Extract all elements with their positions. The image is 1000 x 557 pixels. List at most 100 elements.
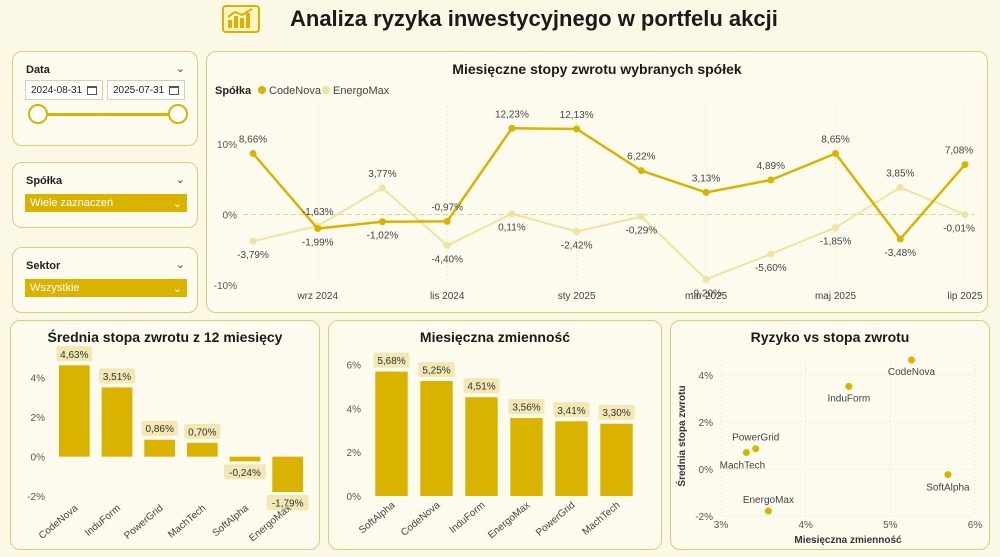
bar-value-label-bg xyxy=(598,404,635,420)
x-tick-label: MachTech xyxy=(580,500,622,538)
sector-slicer-title: Sektor xyxy=(26,260,61,272)
scatter-point-softalpha xyxy=(944,471,952,479)
calendar-icon[interactable] xyxy=(87,85,97,95)
chevron-down-icon[interactable]: ⌄ xyxy=(172,197,182,210)
bar-codenova xyxy=(420,381,453,496)
y-tick-label: -2% xyxy=(27,492,45,503)
bar-value-label: -1,79% xyxy=(272,498,304,509)
x-tick-label: PowerGrid xyxy=(534,500,577,539)
data-label-codenova: 4,89% xyxy=(757,161,785,172)
bar-value-label: 0,70% xyxy=(188,427,216,438)
x-axis-title: Miesięczna zmienność xyxy=(794,535,902,546)
data-point-energomax xyxy=(378,184,386,192)
bar-codenova xyxy=(58,365,90,457)
data-point-codenova xyxy=(832,150,840,158)
bar-value-label: 0,86% xyxy=(145,424,173,435)
bar-softalpha xyxy=(375,371,408,496)
bar-value-label: 3,51% xyxy=(103,372,131,383)
bar-value-label-bg xyxy=(553,402,590,418)
calendar-icon[interactable] xyxy=(169,85,179,95)
legend-marker-codenova xyxy=(258,86,266,94)
data-point-energomax xyxy=(702,275,710,283)
line-chart-card: Miesięczne stopy zwrotu wybranych spółek… xyxy=(206,51,988,313)
date-range-track[interactable] xyxy=(38,113,180,116)
y-tick-label: 2% xyxy=(347,448,362,459)
end-date-value: 2025-07-31 xyxy=(113,84,165,96)
y-tick-label: 2% xyxy=(31,413,46,424)
chevron-down-icon[interactable]: ⌄ xyxy=(175,259,185,271)
data-point-codenova xyxy=(443,217,451,225)
page-title: Analiza ryzyka inwestycyjnego w portfelu… xyxy=(290,6,778,31)
scatter-point-powergrid xyxy=(752,445,760,453)
bar-value-label-bg xyxy=(418,362,455,377)
end-date-input[interactable]: 2025-07-31 xyxy=(107,80,185,100)
company-dropdown[interactable]: Wiele zaznaczeń ⌄ xyxy=(25,194,187,212)
x-tick-label: sty 2025 xyxy=(558,291,596,302)
volatility-chart: 6% 4% 2% 0% 5,68% SoftAlpha 5,25% CodeNova 4,51%… xyxy=(347,352,635,541)
y-tick-label: 0% xyxy=(31,453,46,464)
avg-return-card: Średnia stopa zwrotu z 12 miesięcy 4% 2% 0… xyxy=(10,320,320,550)
chevron-down-icon[interactable]: ⌄ xyxy=(175,63,185,75)
line-chart: Spółka CodeNova EnergoMax 10% 0% -10% wrz 2024… xyxy=(214,85,983,302)
data-point-codenova xyxy=(767,176,775,184)
x-tick-label: InduForm xyxy=(83,503,123,539)
data-label-codenova: 12,13% xyxy=(560,110,594,121)
start-date-input[interactable]: 2024-08-31 xyxy=(25,80,103,100)
chart-icon xyxy=(222,5,260,33)
scatter-label-powergrid: PowerGrid xyxy=(732,433,779,444)
company-dropdown-value: Wiele zaznaczeń xyxy=(30,197,114,209)
date-range-end-handle[interactable] xyxy=(168,104,188,124)
data-label-energomax: -1,85% xyxy=(820,237,852,248)
data-label-energomax: -5,60% xyxy=(755,263,787,274)
data-point-energomax xyxy=(767,250,775,258)
chevron-down-icon[interactable]: ⌄ xyxy=(172,282,182,295)
date-slicer[interactable]: Data ⌄ 2024-08-31 2025-07-31 xyxy=(12,51,198,146)
sector-slicer[interactable]: Sektor ⌄ Wszystkie ⌄ xyxy=(12,247,198,313)
data-point-codenova xyxy=(637,167,645,175)
data-point-energomax xyxy=(443,242,451,250)
bar-induform xyxy=(465,397,498,496)
x-tick-label: MachTech xyxy=(166,503,208,541)
x-tick-label: PowerGrid xyxy=(122,503,165,542)
x-tick-label: lis 2024 xyxy=(430,291,465,302)
bar-value-label-bg xyxy=(224,464,266,480)
date-range-start-handle[interactable] xyxy=(28,104,48,124)
y-tick-label: 4% xyxy=(31,374,46,385)
data-label-energomax: 0,11% xyxy=(498,223,526,234)
company-slicer[interactable]: Spółka ⌄ Wiele zaznaczeń ⌄ xyxy=(12,162,198,228)
x-tick-label: 5% xyxy=(883,520,898,531)
legend-label-codenova: CodeNova xyxy=(269,85,322,97)
x-tick-label: lip 2025 xyxy=(947,291,982,302)
data-point-codenova xyxy=(314,225,322,233)
data-point-codenova xyxy=(249,149,257,157)
legend-title: Spółka xyxy=(215,85,252,97)
bar-value-label-bg xyxy=(184,423,221,439)
data-label-codenova: -3,48% xyxy=(884,248,916,259)
data-point-codenova xyxy=(378,218,386,226)
data-point-energomax xyxy=(832,224,840,232)
y-tick-label: 4% xyxy=(699,371,714,382)
bar-value-label: 3,56% xyxy=(512,403,540,414)
bar-value-label-bg xyxy=(266,494,309,510)
bar-value-label: 5,68% xyxy=(377,356,405,367)
y-tick-label: -10% xyxy=(214,281,237,292)
data-label-energomax: -0,29% xyxy=(626,226,658,237)
bar-value-label: 3,30% xyxy=(602,408,630,419)
avg-return-chart: 4% 2% 0% -2% 4,63% CodeNova 3,51% InduForm 0,86%… xyxy=(27,346,309,544)
bar-machtech xyxy=(186,442,218,457)
bar-machtech xyxy=(600,423,633,496)
bar-value-label-bg xyxy=(508,399,545,415)
date-slicer-title: Data xyxy=(26,64,50,76)
risk-return-card: Ryzyko vs stopa zwrotu 4% 2% 0% -2% 3% 4% 5% 6%… xyxy=(670,320,990,550)
scatter-label-induform: InduForm xyxy=(827,393,870,404)
data-label-codenova: -1,99% xyxy=(302,238,334,249)
data-label-energomax: 3,85% xyxy=(886,168,914,179)
sector-dropdown[interactable]: Wszystkie ⌄ xyxy=(25,279,187,297)
series-line-codenova xyxy=(252,127,966,242)
legend-marker-energomax xyxy=(322,86,330,94)
data-point-codenova xyxy=(573,125,581,133)
bar-softalpha xyxy=(229,456,261,462)
y-tick-label: 10% xyxy=(217,140,237,151)
chevron-down-icon[interactable]: ⌄ xyxy=(175,174,185,186)
series-line-energomax xyxy=(252,186,966,281)
